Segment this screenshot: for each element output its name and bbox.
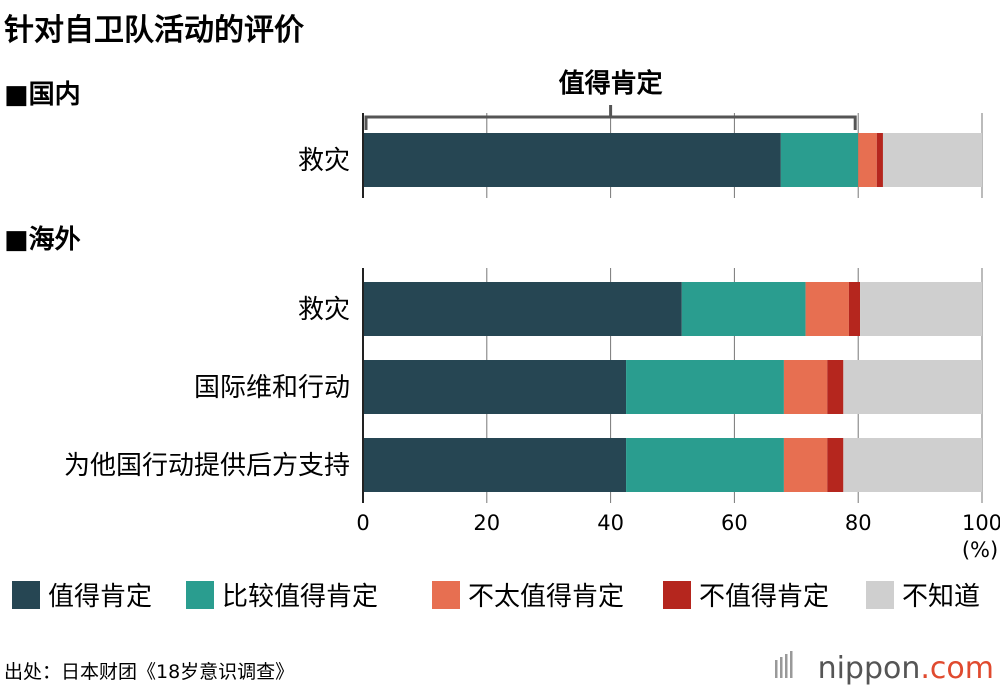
bracket-label: 值得肯定 <box>559 68 663 99</box>
bar-segment-4 <box>827 438 844 492</box>
legend-label: 不太值得肯定 <box>468 582 624 612</box>
source-note: 出处：日本财团《18岁意识调查》 <box>4 661 294 683</box>
brand-logo: nippon.com <box>818 651 994 686</box>
group-label: ■海外 <box>4 225 81 255</box>
bar-segment-5 <box>882 133 982 187</box>
bar-segment-3 <box>858 133 877 187</box>
tick-label: 80 <box>845 511 872 535</box>
bar-segment-3 <box>783 360 828 414</box>
logo-bar-icon <box>775 660 778 678</box>
tick-label: 40 <box>597 511 624 535</box>
bar-segment-5 <box>843 438 982 492</box>
axis-unit: (%) <box>962 538 998 562</box>
legend-label: 比较值得肯定 <box>222 582 378 612</box>
chart-title: 针对自卫队活动的评价 <box>4 13 304 48</box>
logo-bar-icon <box>780 657 783 678</box>
logo-bar-icon <box>785 654 788 678</box>
bar-segment-2 <box>780 133 859 187</box>
tick-label: 60 <box>721 511 748 535</box>
tick-label: 100 <box>962 511 1000 535</box>
bar-segment-1 <box>363 360 627 414</box>
bar-segment-1 <box>363 438 627 492</box>
category-label: 救灾 <box>298 295 350 325</box>
bar-segment-3 <box>805 282 849 336</box>
bar-segment-4 <box>876 133 883 187</box>
bar-segment-4 <box>827 360 844 414</box>
legend-swatch <box>12 581 40 609</box>
bar-segment-5 <box>860 282 982 336</box>
bar-segment-1 <box>363 133 781 187</box>
bar-segment-5 <box>843 360 982 414</box>
bar-segment-3 <box>783 438 828 492</box>
legend-swatch <box>186 581 214 609</box>
tick-label: 20 <box>473 511 500 535</box>
category-label: 为他国行动提供后方支持 <box>64 451 350 481</box>
tick-label: 0 <box>356 511 369 535</box>
category-label: 国际维和行动 <box>194 373 350 403</box>
logo-bar-icon <box>790 651 793 678</box>
legend-label: 不知道 <box>902 582 980 612</box>
legend-label: 不值得肯定 <box>699 582 829 612</box>
legend-label: 值得肯定 <box>48 582 152 612</box>
legend-swatch <box>866 581 894 609</box>
bar-segment-2 <box>681 282 806 336</box>
brand-domain: .com <box>920 651 994 686</box>
legend-swatch <box>432 581 460 609</box>
bar-segment-2 <box>626 438 784 492</box>
legend-swatch <box>663 581 691 609</box>
bar-segment-1 <box>363 282 682 336</box>
bar-segment-4 <box>848 282 861 336</box>
bar-segment-2 <box>626 360 784 414</box>
brand-name: nippon <box>818 651 921 686</box>
group-label: ■国内 <box>4 80 81 110</box>
category-label: 救灾 <box>298 146 350 176</box>
